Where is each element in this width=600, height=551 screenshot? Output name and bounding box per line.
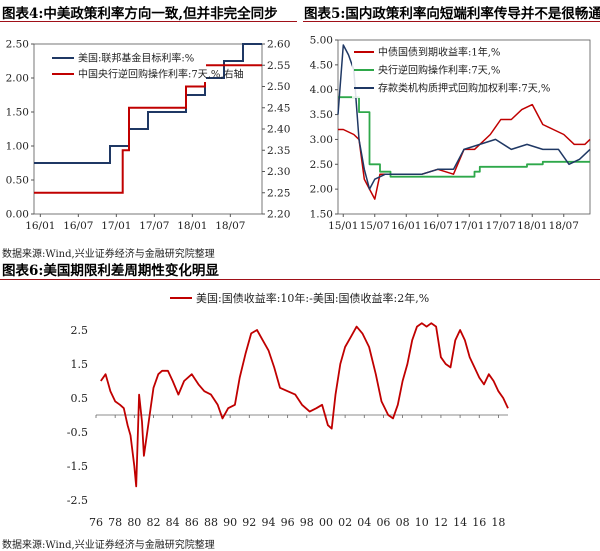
figure-6-title: 图表6:美国期限利差周期性变化明显 (2, 263, 219, 279)
fig6-series-term-spread (100, 322, 509, 488)
fig4-legend-label: 美国:联邦基金目标利率:% (78, 52, 194, 65)
fig5-x-tick-label: 17/01 (454, 220, 484, 232)
figure-5-title-rule (303, 21, 600, 22)
fig6-x-tick-label: 82 (146, 516, 160, 529)
fig6-legend-label: 美国:国债收益率:10年:-美国:国债收益率:2年,% (196, 291, 429, 305)
fig5-series-reverse-repo-7d (338, 96, 590, 178)
fig6-x-tick-label: 12 (434, 516, 448, 529)
fig4-left-tick-label: 1.00 (6, 141, 29, 153)
fig4-right-tick-label: 2.30 (267, 166, 290, 178)
fig6-x-tick-label: 08 (396, 516, 410, 529)
fig6-y-tick-label: -1.5 (67, 460, 88, 473)
fig6-y-tick-label: 1.5 (71, 358, 89, 371)
fig4-x-tick-label: 16/01 (25, 220, 55, 232)
fig6-x-tick-label: 92 (242, 516, 256, 529)
figure-4-title-rule (0, 21, 297, 22)
fig4-left-tick-label: 1.50 (6, 107, 29, 119)
fig4-legend-label: 中国央行逆回购操作利率:7天,%,右轴 (78, 68, 244, 81)
fig4-left-tick-label: 0.00 (6, 209, 29, 221)
fig4-x-tick-label: 18/01 (177, 220, 207, 232)
fig5-x-tick-label: 15/07 (360, 220, 390, 232)
fig6-x-tick-label: 14 (453, 516, 467, 529)
fig5-legend-label: 存款类机构质押式回购加权利率:7天,% (378, 82, 550, 95)
fig5-y-tick-label: 2.00 (310, 184, 333, 196)
fig6-x-tick-label: 16 (472, 516, 486, 529)
fig4-right-tick-label: 2.60 (267, 39, 290, 51)
fig4-right-tick-label: 2.50 (267, 81, 290, 93)
fig5-legend-label: 央行逆回购操作利率:7天,% (378, 64, 500, 77)
fig5-y-tick-label: 3.50 (310, 109, 333, 121)
fig6-x-tick-label: 94 (261, 516, 275, 529)
fig6-y-tick-label: -2.5 (67, 494, 88, 507)
figure-6-title-rule (0, 279, 600, 280)
fig5-series-1y-treasury-yield (338, 103, 591, 200)
fig4-left-tick-label: 0.50 (6, 175, 29, 187)
fig5-x-tick-label: 18/01 (517, 220, 547, 232)
fig5-legend-box (352, 44, 574, 98)
fig6-x-tick-label: 76 (89, 516, 103, 529)
fig5-x-tick-label: 16/01 (391, 220, 421, 232)
fig6-x-tick-label: 90 (223, 516, 237, 529)
fig5-legend-label: 中债国债到期收益率:1年,% (378, 46, 500, 59)
fig4-x-tick-label: 18/07 (215, 220, 245, 232)
fig5-series-dr007 (337, 44, 591, 190)
fig6-x-tick-label: 80 (127, 516, 141, 529)
fig4-right-tick-label: 2.20 (267, 209, 290, 221)
fig5-x-tick-label: 15/01 (328, 220, 358, 232)
figure-4-title: 图表4:中美政策利率方向一致,但并非完全同步 (2, 6, 278, 22)
fig4-legend-box (48, 50, 206, 82)
fig4-left-tick-label: 2.00 (6, 73, 29, 85)
fig6-y-tick-label: 2.5 (71, 324, 89, 337)
fig4-x-tick-label: 16/07 (63, 220, 93, 232)
fig6-x-tick-label: 88 (204, 516, 218, 529)
fig4-right-tick-label: 2.35 (267, 145, 290, 157)
fig6-x-tick-label: 00 (319, 516, 333, 529)
fig5-y-tick-label: 2.50 (310, 159, 333, 171)
fig6-x-tick-label: 78 (108, 516, 122, 529)
fig4-x-tick-label: 17/07 (139, 220, 169, 232)
bottom-data-source: 数据来源:Wind,兴业证券经济与金融研究院整理 (2, 540, 215, 551)
fig6-x-tick-label: 02 (338, 516, 352, 529)
fig5-y-tick-label: 5.00 (310, 35, 333, 47)
fig4-right-tick-label: 2.45 (267, 102, 290, 114)
top-data-source: 数据来源:Wind,兴业证券经济与金融研究院整理 (2, 249, 215, 260)
fig6-x-tick-label: 18 (491, 516, 505, 529)
fig6-x-tick-label: 04 (357, 516, 371, 529)
fig4-x-tick-label: 17/01 (101, 220, 131, 232)
fig5-x-tick-label: 16/07 (423, 220, 453, 232)
fig4-right-tick-label: 2.25 (267, 187, 290, 199)
fig5-plot-frame (337, 39, 591, 215)
fig5-x-tick-label: 18/07 (549, 220, 579, 232)
fig6-x-tick-label: 10 (415, 516, 429, 529)
fig5-x-tick-label: 17/07 (486, 220, 516, 232)
fig4-right-tick-label: 2.40 (267, 124, 290, 136)
fig6-x-tick-label: 06 (376, 516, 390, 529)
fig6-x-tick-label: 98 (300, 516, 314, 529)
fig6-x-tick-label: 96 (281, 516, 295, 529)
fig5-y-tick-label: 4.50 (310, 59, 333, 71)
fig4-left-tick-label: 2.50 (6, 39, 29, 51)
fig6-y-tick-label: 0.5 (71, 392, 89, 405)
fig6-y-tick-label: -0.5 (67, 426, 88, 439)
fig6-x-tick-label: 86 (185, 516, 199, 529)
fig5-y-tick-label: 3.00 (310, 134, 333, 146)
fig5-y-tick-label: 4.00 (310, 84, 333, 96)
fig6-x-tick-label: 84 (166, 516, 180, 529)
fig4-right-tick-label: 2.55 (267, 60, 290, 72)
fig5-y-tick-label: 1.50 (310, 209, 333, 221)
figure-5-title: 图表5:国内政策利率向短端利率传导并不是很畅通 (304, 6, 600, 22)
